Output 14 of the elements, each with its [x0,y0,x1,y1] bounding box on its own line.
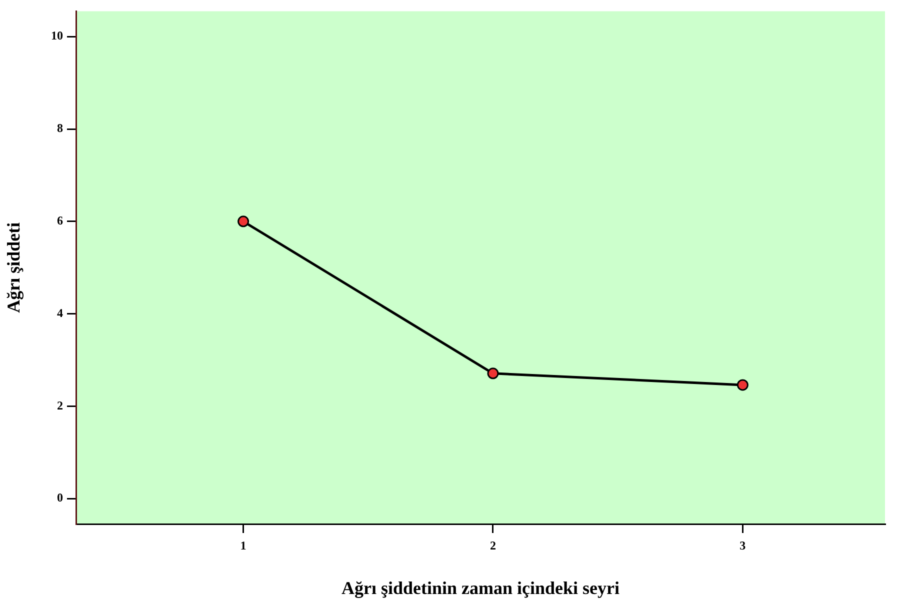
point [736,379,748,391]
y-axis-title: Ağrı şiddeti [3,222,24,313]
y-tick-label: 10 [51,28,63,43]
y-tick-label: 2 [57,398,63,412]
point [487,368,499,380]
y-tick-label: 8 [57,121,63,136]
y-tick-label: 6 [57,213,63,228]
y-tick-label: 4 [57,306,63,320]
y-tick-label: 0 [57,490,63,505]
x-axis-title: Ağrı şiddetinin zaman içindeki seyri [341,578,620,598]
point [238,216,250,228]
x-tick-label: 3 [740,538,746,552]
x-tick-label: 2 [490,538,496,552]
x-tick-label: 1 [240,538,246,552]
